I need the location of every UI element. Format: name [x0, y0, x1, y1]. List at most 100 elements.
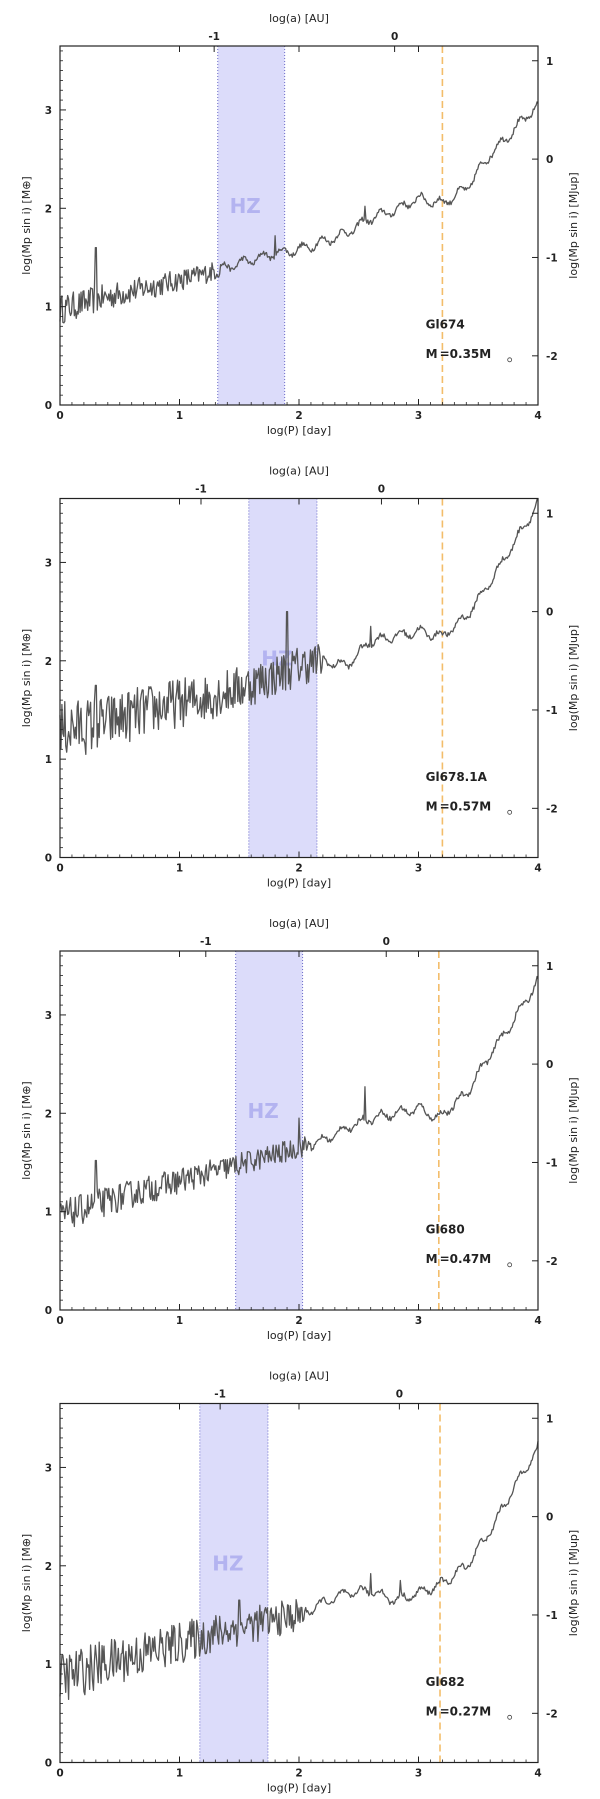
star-mass: M =0.47M: [426, 1252, 492, 1266]
x-tick-label: 0: [56, 1768, 63, 1780]
right-tick-label: -1: [546, 1610, 558, 1622]
y-tick-label: 0: [45, 400, 52, 412]
y-tick-label: 3: [45, 557, 52, 569]
right-axis-label: log(Mp sin i) [MJup]: [567, 1077, 580, 1183]
x-tick-label: 2: [295, 410, 302, 422]
right-tick-label: 1: [546, 961, 553, 973]
y-tick-label: 2: [45, 656, 52, 668]
hz-label: HZ: [230, 194, 261, 218]
y-tick-label: 3: [45, 1010, 52, 1022]
hz-band: [235, 951, 303, 1310]
star-mass-value: =0.35M: [440, 347, 492, 361]
star-mass-value: =0.57M: [440, 799, 492, 813]
star-mass: M =0.27M: [426, 1704, 492, 1718]
x-tick-label: 2: [295, 863, 302, 875]
right-tick-label: -1: [546, 252, 558, 264]
panel-gl674: HZ 0 1 2 3 4 0 1 2 3 1 0 -1 -2 -1 0 log(P) [day] log(a) […: [20, 12, 580, 437]
star-mass: M =0.35M: [426, 347, 492, 361]
y-tick-label: 0: [45, 1758, 52, 1770]
top-tick-label: -1: [214, 1389, 226, 1401]
x-tick-label: 1: [176, 1315, 183, 1327]
hz-label: HZ: [248, 1099, 279, 1123]
y-tick-label: 3: [45, 105, 52, 117]
top-axis-label: log(a) [AU]: [269, 465, 329, 478]
x-tick-label: 4: [534, 863, 541, 875]
y-axis-label: log(Mp sin i) [M⊕]: [20, 629, 33, 727]
x-tick-label: 1: [176, 410, 183, 422]
x-tick-label: 1: [176, 863, 183, 875]
y-tick-label: 0: [45, 853, 52, 865]
x-axis-label: log(P) [day]: [267, 424, 331, 437]
star-name: Gl678.1A: [426, 770, 488, 784]
right-tick-label: 0: [546, 1059, 553, 1071]
top-tick-label: -1: [200, 936, 212, 948]
y-tick-label: 3: [45, 1462, 52, 1474]
y-tick-label: 1: [45, 1659, 52, 1671]
x-tick-label: 3: [415, 1768, 422, 1780]
x-axis-label: log(P) [day]: [267, 877, 331, 890]
hz-band: [199, 1403, 268, 1763]
y-tick-label: 1: [45, 754, 52, 766]
right-tick-label: 0: [546, 154, 553, 166]
right-axis-label: log(Mp sin i) [MJup]: [567, 625, 580, 731]
top-tick-label: -1: [208, 31, 220, 43]
x-tick-label: 3: [415, 863, 422, 875]
right-tick-label: 1: [546, 508, 553, 520]
star-mass-value: =0.47M: [440, 1252, 492, 1266]
top-axis-label: log(a) [AU]: [269, 12, 329, 25]
right-tick-label: 0: [546, 607, 553, 619]
series-line: [59, 975, 539, 1228]
series-line: [59, 498, 539, 755]
star-name: Gl682: [426, 1675, 465, 1689]
x-tick-label: 4: [534, 1768, 541, 1780]
y-tick-label: 1: [45, 302, 52, 314]
panel-gl680: HZ 0 1 2 3 4 0 1 2 3 1 0 -1 -2 -1 0 log(P) [day] log(a) […: [20, 917, 580, 1342]
top-axis-label: log(a) [AU]: [269, 1370, 329, 1383]
panel-gl682: HZ 0 1 2 3 4 0 1 2 3 1 0 -1 -2 -1 0 log(P) [day] log(a) […: [20, 1370, 580, 1795]
right-tick-label: -2: [546, 351, 558, 363]
right-tick-label: -1: [546, 705, 558, 717]
x-tick-label: 0: [56, 863, 63, 875]
right-tick-label: -1: [546, 1157, 558, 1169]
top-tick-label: 0: [383, 936, 390, 948]
hz-band: [217, 46, 285, 405]
x-tick-label: 0: [56, 410, 63, 422]
x-tick-label: 3: [415, 1315, 422, 1327]
hz-label: HZ: [212, 1552, 243, 1576]
star-name: Gl674: [426, 317, 465, 331]
top-axis-label: log(a) [AU]: [269, 917, 329, 930]
y-tick-label: 2: [45, 1108, 52, 1120]
right-axis-label: log(Mp sin i) [MJup]: [567, 1530, 580, 1636]
y-tick-label: 0: [45, 1305, 52, 1317]
right-tick-label: -2: [546, 1256, 558, 1268]
star-name: Gl680: [426, 1222, 465, 1236]
right-axis-label: log(Mp sin i) [MJup]: [567, 172, 580, 278]
x-tick-label: 4: [534, 410, 541, 422]
top-tick-label: 0: [391, 31, 398, 43]
x-tick-label: 1: [176, 1768, 183, 1780]
star-mass-value: =0.27M: [440, 1704, 492, 1718]
star-mass-symbol: M: [426, 1704, 438, 1718]
star-mass-symbol: M: [426, 1252, 438, 1266]
y-tick-label: 2: [45, 1561, 52, 1573]
x-tick-label: 2: [295, 1315, 302, 1327]
right-tick-label: 0: [546, 1512, 553, 1524]
right-tick-label: 1: [546, 1413, 553, 1425]
y-axis-label: log(Mp sin i) [M⊕]: [20, 1534, 33, 1632]
x-tick-label: 0: [56, 1315, 63, 1327]
star-mass: M =0.57M: [426, 799, 492, 813]
top-tick-label: -1: [195, 484, 207, 496]
sun-symbol-icon: [507, 357, 513, 363]
x-axis-label: log(P) [day]: [267, 1329, 331, 1342]
y-tick-label: 1: [45, 1207, 52, 1219]
x-tick-label: 3: [415, 410, 422, 422]
star-mass-symbol: M: [426, 799, 438, 813]
right-tick-label: -2: [546, 1708, 558, 1720]
y-axis-label: log(Mp sin i) [M⊕]: [20, 1081, 33, 1179]
series-line: [59, 1441, 539, 1700]
x-tick-label: 4: [534, 1315, 541, 1327]
x-tick-label: 2: [295, 1768, 302, 1780]
right-tick-label: -2: [546, 803, 558, 815]
